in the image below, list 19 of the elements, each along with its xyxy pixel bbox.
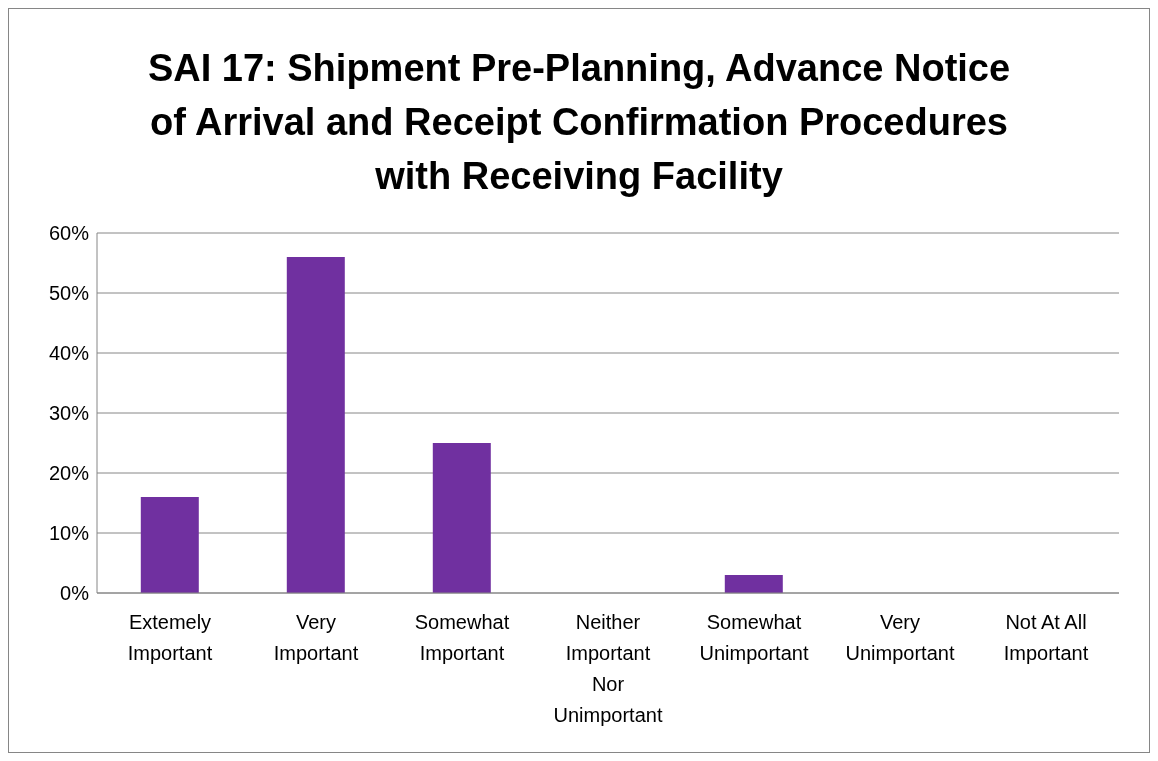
bar <box>286 257 345 593</box>
y-tick-label: 0% <box>60 582 90 605</box>
y-tick-label: 30% <box>48 402 90 425</box>
x-tick-label: Very Unimportant <box>845 611 955 664</box>
y-tick-label: 50% <box>48 282 90 305</box>
bar <box>140 497 199 593</box>
y-tick-label: 60% <box>48 222 90 245</box>
y-tick-label: 20% <box>48 462 90 485</box>
bar <box>724 575 783 593</box>
x-tick-label: Neither Important Nor Unimportant <box>553 611 663 726</box>
y-tick-label: 40% <box>48 342 90 365</box>
x-tick-label: Somewhat Important <box>414 611 510 664</box>
x-tick-label: Somewhat Unimportant <box>699 611 809 664</box>
y-tick-label: 10% <box>48 522 90 545</box>
chart-title: SAI 17: Shipment Pre-Planning, Advance Notice of Arrival and Receipt Confirmation Procedures with Receiving Facility <box>146 46 1012 199</box>
x-tick-label: Very Important <box>273 611 359 664</box>
bar <box>432 443 491 593</box>
x-tick-label: Not At All Important <box>1003 611 1089 664</box>
x-tick-label: Extemely Important <box>127 611 213 664</box>
